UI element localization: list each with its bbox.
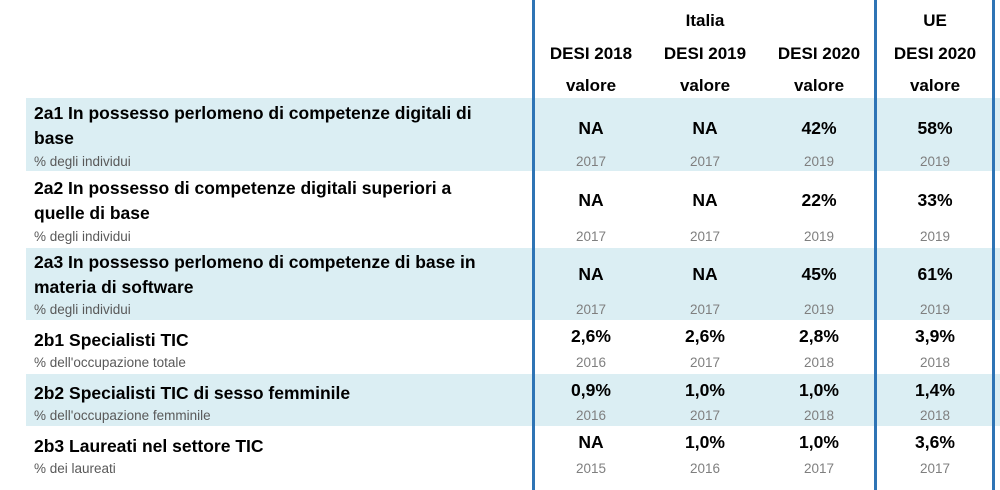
year-cell: 2016 bbox=[575, 355, 607, 370]
value-cell: 2,6% bbox=[685, 326, 725, 346]
value-cell: 33% bbox=[917, 190, 953, 210]
value-cell: 3,9% bbox=[915, 326, 955, 346]
year-cell: 2017 bbox=[919, 461, 951, 476]
value-cell: NA bbox=[578, 432, 604, 452]
year-cell: 2019 bbox=[803, 302, 835, 317]
value-cell: 2,6% bbox=[571, 326, 611, 346]
year-cell: 2018 bbox=[919, 355, 951, 370]
year-cell: 2018 bbox=[803, 408, 835, 423]
row-bg-2a3 bbox=[26, 248, 1000, 320]
value-cell: 1,0% bbox=[685, 432, 725, 452]
value-cell: 1,0% bbox=[799, 432, 839, 452]
row-subtitle-2a2: % degli individui bbox=[34, 229, 131, 244]
value-cell: NA bbox=[578, 264, 604, 284]
column-header-desi-2020-ue: DESI 2020 bbox=[893, 44, 977, 63]
column-unit-2: valore bbox=[679, 76, 731, 95]
row-title-2b3: 2b3 Laureati nel settore TIC bbox=[34, 436, 264, 456]
value-cell: NA bbox=[692, 118, 718, 138]
year-cell: 2017 bbox=[575, 229, 607, 244]
year-cell: 2019 bbox=[803, 154, 835, 169]
column-divider-left bbox=[532, 0, 535, 490]
row-subtitle-2b1: % dell'occupazione totale bbox=[34, 355, 186, 370]
value-cell: 1,4% bbox=[915, 380, 955, 400]
column-unit-1: valore bbox=[565, 76, 617, 95]
year-cell: 2019 bbox=[919, 229, 951, 244]
value-cell: 61% bbox=[917, 264, 953, 284]
row-title-2b1: 2b1 Specialisti TIC bbox=[34, 330, 189, 350]
year-cell: 2017 bbox=[689, 355, 721, 370]
row-subtitle-2b2: % dell'occupazione femminile bbox=[34, 408, 211, 423]
row-title-2a2: 2a2 In possesso di competenze digitali s… bbox=[34, 178, 452, 223]
year-cell: 2015 bbox=[575, 461, 607, 476]
value-cell: 42% bbox=[801, 118, 837, 138]
year-cell: 2017 bbox=[689, 302, 721, 317]
value-cell: 22% bbox=[801, 190, 837, 210]
value-cell: 3,6% bbox=[915, 432, 955, 452]
value-cell: NA bbox=[692, 190, 718, 210]
row-subtitle-2a1: % degli individui bbox=[34, 154, 131, 169]
year-cell: 2018 bbox=[803, 355, 835, 370]
value-cell: NA bbox=[692, 264, 718, 284]
row-bg-2a1 bbox=[26, 98, 1000, 171]
value-cell: 1,0% bbox=[799, 380, 839, 400]
year-cell: 2018 bbox=[919, 408, 951, 423]
row-bg-2b2 bbox=[26, 374, 1000, 426]
year-cell: 2016 bbox=[689, 461, 721, 476]
column-unit-3: valore bbox=[793, 76, 845, 95]
year-cell: 2019 bbox=[803, 229, 835, 244]
group-header-ue: UE bbox=[923, 11, 947, 30]
year-cell: 2017 bbox=[689, 229, 721, 244]
value-cell: 0,9% bbox=[571, 380, 611, 400]
column-unit-4: valore bbox=[909, 76, 961, 95]
year-cell: 2017 bbox=[575, 302, 607, 317]
year-cell: 2017 bbox=[575, 154, 607, 169]
value-cell: 58% bbox=[917, 118, 953, 138]
row-title-2a1: 2a1 In possesso perlomeno di competenze … bbox=[34, 103, 472, 148]
column-divider-right bbox=[992, 0, 995, 490]
row-subtitle-2b3: % dei laureati bbox=[34, 461, 116, 476]
year-cell: 2019 bbox=[919, 154, 951, 169]
value-cell: 1,0% bbox=[685, 380, 725, 400]
year-cell: 2017 bbox=[689, 154, 721, 169]
value-cell: NA bbox=[578, 118, 604, 138]
year-cell: 2019 bbox=[919, 302, 951, 317]
row-title-2a3: 2a3 In possesso perlomeno di competenze … bbox=[34, 252, 476, 297]
year-cell: 2017 bbox=[803, 461, 835, 476]
value-cell: 45% bbox=[801, 264, 837, 284]
column-header-desi-2020-it: DESI 2020 bbox=[777, 44, 861, 63]
value-cell: 2,8% bbox=[799, 326, 839, 346]
column-divider-italia-ue bbox=[874, 0, 877, 490]
row-subtitle-2a3: % degli individui bbox=[34, 302, 131, 317]
column-header-desi-2019: DESI 2019 bbox=[663, 44, 747, 63]
column-header-desi-2018: DESI 2018 bbox=[549, 44, 633, 63]
year-cell: 2016 bbox=[575, 408, 607, 423]
year-cell: 2017 bbox=[689, 408, 721, 423]
row-title-2b2: 2b2 Specialisti TIC di sesso femminile bbox=[34, 383, 351, 403]
group-header-italia: Italia bbox=[685, 11, 725, 30]
value-cell: NA bbox=[578, 190, 604, 210]
